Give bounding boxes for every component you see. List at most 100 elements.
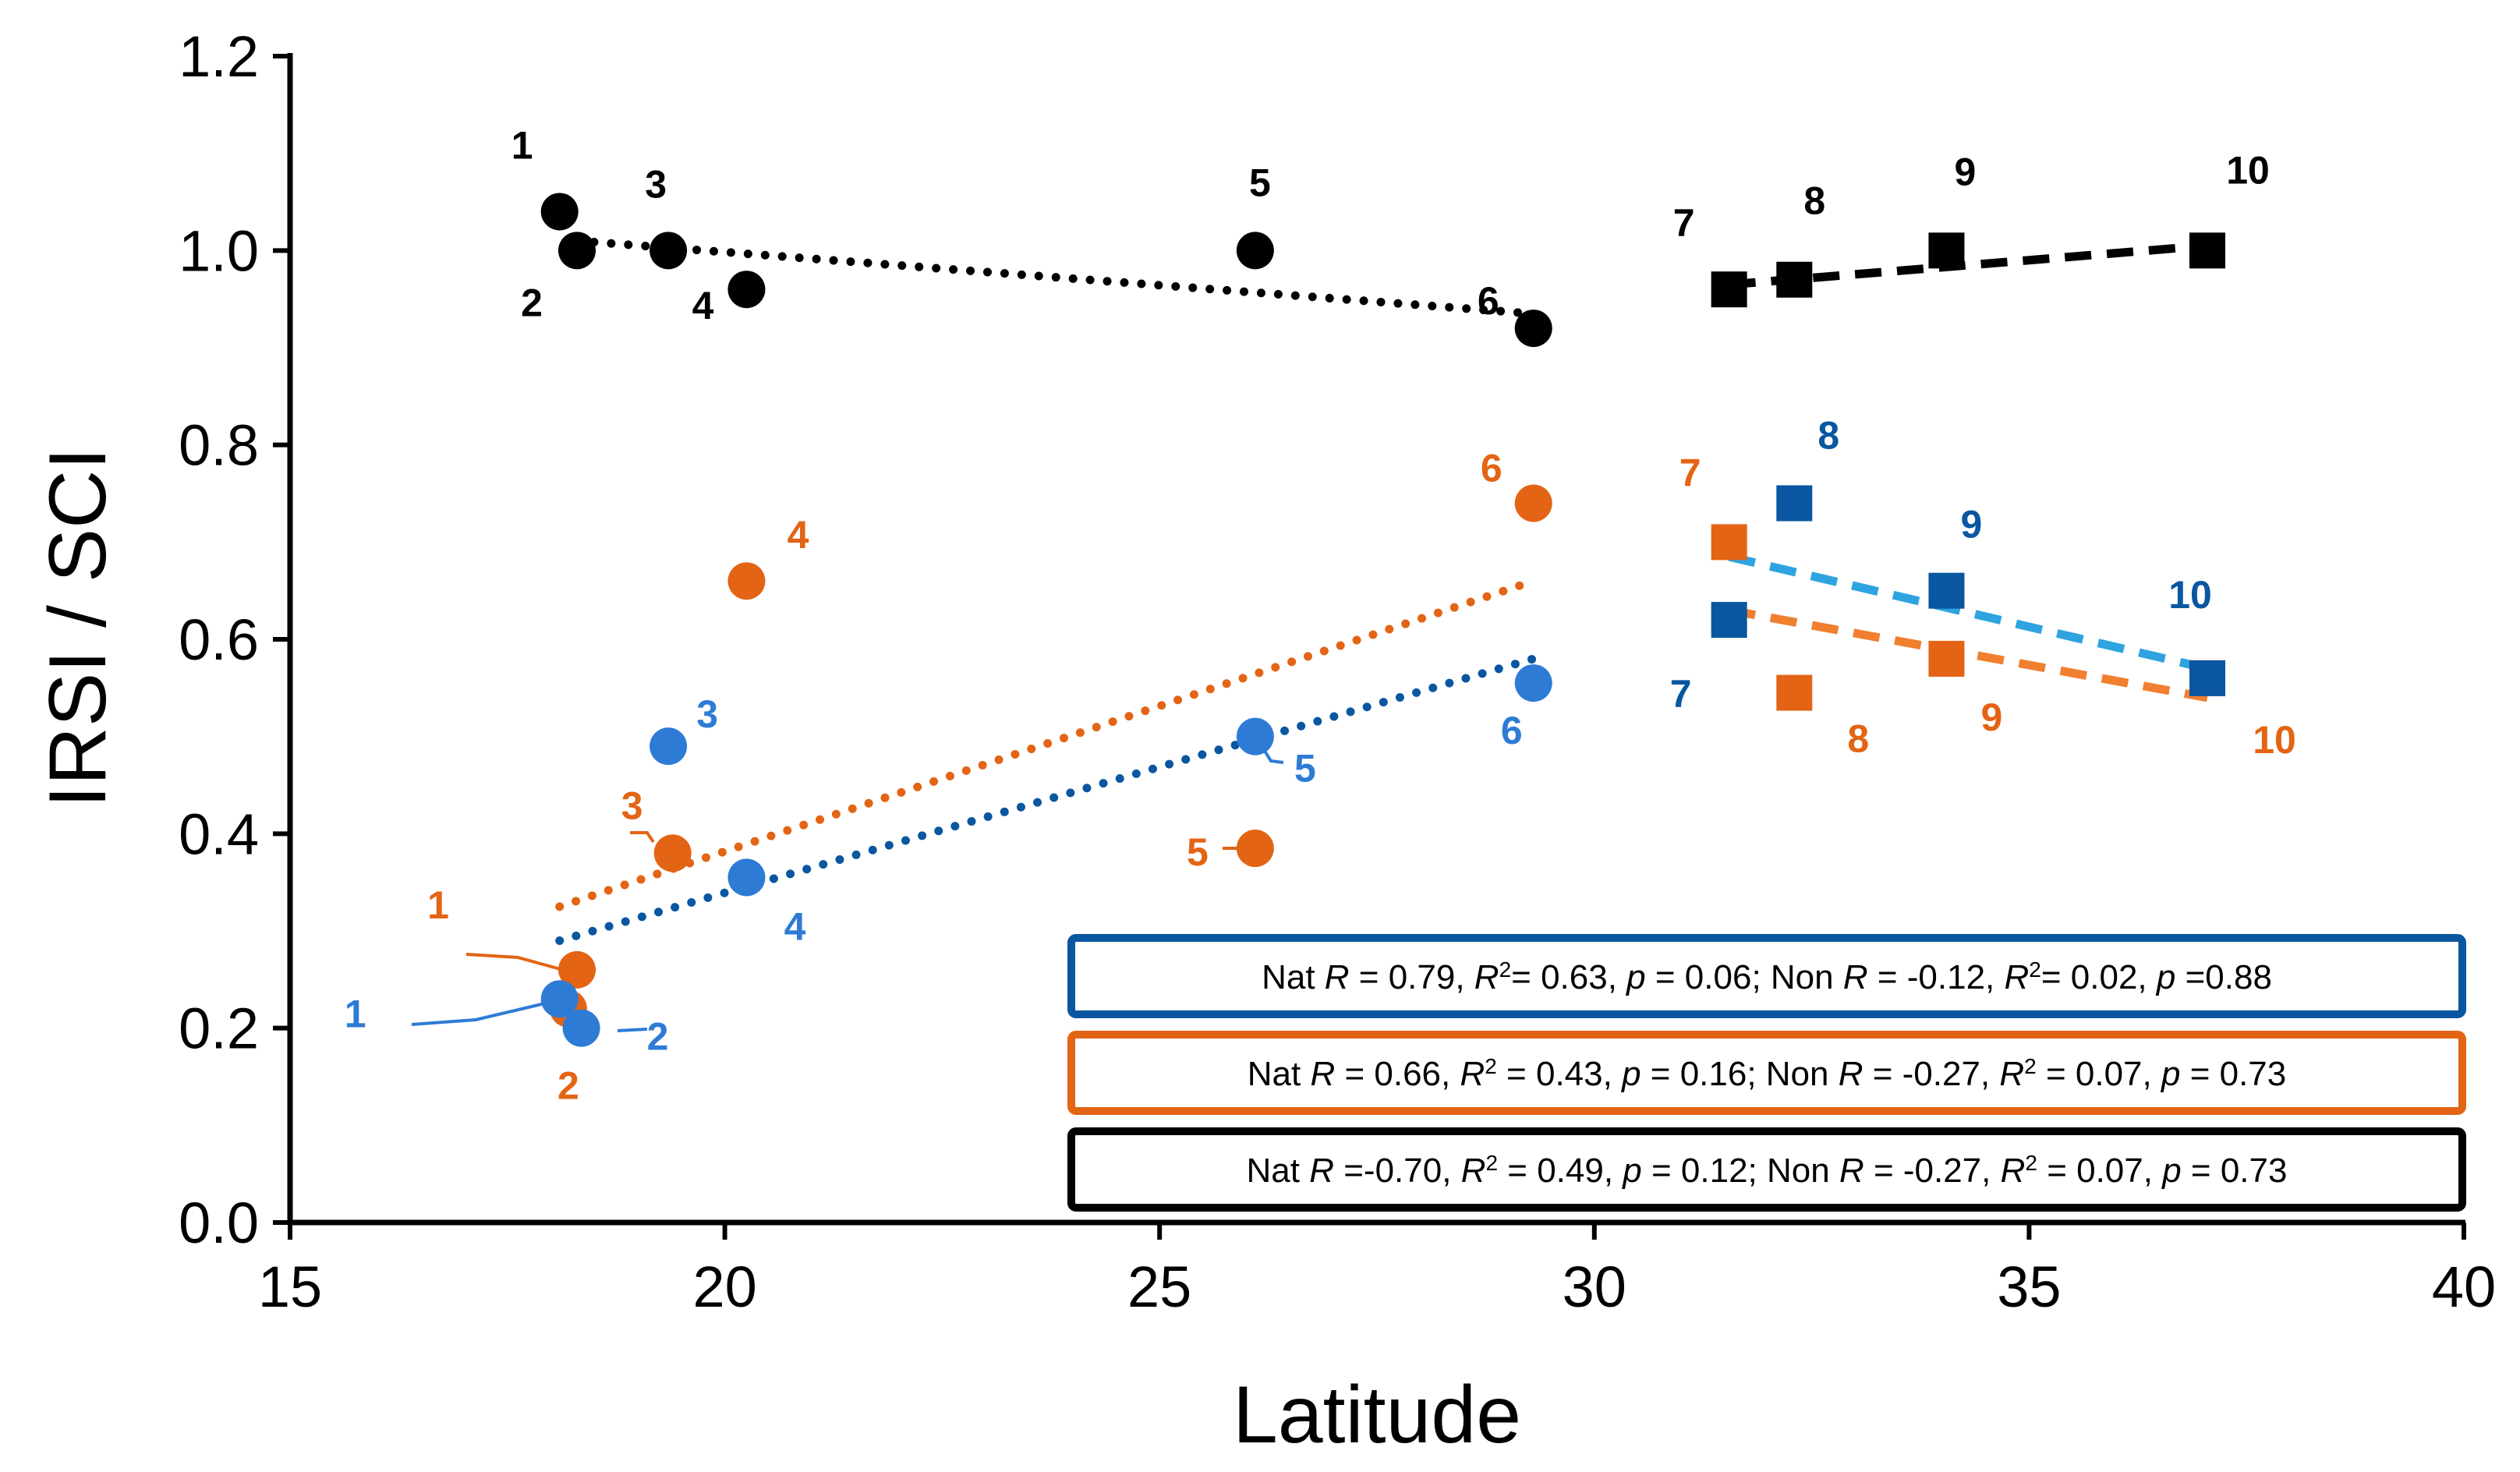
data-point xyxy=(1236,717,1274,755)
stat-text-part: = -0.27, xyxy=(1864,1152,2001,1190)
stat-text-part: 2 xyxy=(1499,957,1512,982)
data-point xyxy=(1928,640,1965,677)
x-tick-label: 40 xyxy=(2432,1254,2496,1319)
trendline-4 xyxy=(1728,552,2209,673)
stat-text-part: = 0.43, xyxy=(1497,1055,1622,1093)
data-point xyxy=(2189,660,2226,696)
y-tick-label: 0.6 xyxy=(179,607,259,672)
data-point xyxy=(1711,271,1747,308)
data-point xyxy=(562,1009,600,1047)
stat-text-part: = 0.63, xyxy=(1511,958,1626,996)
data-points xyxy=(540,193,2226,1047)
stat-text-part: = 0.12; Non xyxy=(1642,1152,1839,1190)
stat-text-part: = -0.12, xyxy=(1868,958,2005,996)
data-label: 10 xyxy=(2226,148,2270,192)
stat-text-part: = 0.73 xyxy=(2180,1055,2286,1093)
stat-text-part: 2 xyxy=(2024,1054,2037,1078)
stat-text-part: R xyxy=(1839,1152,1864,1190)
data-label: 7 xyxy=(1679,451,1701,494)
data-point xyxy=(558,950,596,989)
stat-text-part: R xyxy=(2005,958,2030,996)
stat-text-part: =0.88 xyxy=(2175,958,2272,996)
stat-box-2 xyxy=(1067,1127,2466,1212)
data-label: 8 xyxy=(1847,717,1869,761)
data-label: 10 xyxy=(2168,573,2212,617)
trendline-2 xyxy=(555,576,1538,911)
stat-text-part: R xyxy=(1325,958,1350,996)
stat-text-part: p xyxy=(2155,958,2175,996)
data-label: 2 xyxy=(521,281,543,324)
data-label: 4 xyxy=(692,284,714,327)
data-point xyxy=(649,232,688,270)
stat-boxes: Nat R = 0.79, R2= 0.63, p = 0.06; Non R … xyxy=(1067,934,2466,1212)
data-point xyxy=(649,727,688,766)
y-tick-label: 0.4 xyxy=(179,801,259,866)
stat-text-part: = 0.79, xyxy=(1350,958,1474,996)
stat-text-part: p xyxy=(1620,1055,1640,1093)
stat-text-part: R xyxy=(1310,1055,1335,1093)
data-point xyxy=(1711,602,1747,639)
data-label: 6 xyxy=(1501,709,1523,752)
data-point xyxy=(540,980,579,1018)
data-point xyxy=(1514,310,1552,348)
data-point xyxy=(1776,674,1813,711)
data-point xyxy=(540,193,579,231)
data-point xyxy=(1711,524,1747,561)
data-point xyxy=(558,232,596,270)
stat-text-part: = 0.16; Non xyxy=(1641,1055,1839,1093)
stat-text-part: 2 xyxy=(2029,957,2041,982)
stat-text-part: p xyxy=(1625,958,1645,996)
data-point xyxy=(1236,830,1274,868)
stat-text-part: 2 xyxy=(2025,1151,2037,1175)
data-label: 4 xyxy=(788,513,809,557)
stat-text-part: R xyxy=(1839,1055,1863,1093)
data-label: 9 xyxy=(1961,503,1983,547)
stat-text-part: R xyxy=(1460,1055,1485,1093)
data-label: 2 xyxy=(557,1064,579,1108)
trendline-5 xyxy=(1728,606,2209,702)
stat-text-part: p xyxy=(1621,1152,1641,1190)
data-label: 10 xyxy=(2253,718,2296,762)
leader-line xyxy=(411,998,562,1026)
stat-text-part: Nat xyxy=(1248,1055,1311,1093)
stat-text-part: R xyxy=(1843,958,1868,996)
data-label: 3 xyxy=(645,162,667,206)
stat-text-1: Nat R = 0.66, R2 = 0.43, p = 0.16; Non R… xyxy=(1248,1054,2287,1094)
data-label: 7 xyxy=(1670,672,1692,716)
data-label: 5 xyxy=(1294,747,1316,791)
stat-text-part: = 0.07, xyxy=(2037,1055,2161,1093)
trendline-1 xyxy=(1729,241,2208,289)
stat-text-part: 2 xyxy=(1485,1054,1497,1078)
data-label: 2 xyxy=(647,1015,669,1059)
stat-text-part: = 0.66, xyxy=(1335,1055,1460,1093)
leader-line xyxy=(630,831,655,844)
stat-text-part: = 0.06; Non xyxy=(1646,958,1843,996)
data-point xyxy=(1514,664,1552,702)
data-label: 7 xyxy=(1673,201,1695,245)
data-point xyxy=(1776,261,1813,298)
stat-text-part: = 0.02, xyxy=(2041,958,2157,996)
data-point xyxy=(1928,572,1965,609)
data-label: 5 xyxy=(1187,830,1209,874)
trendline-0 xyxy=(572,236,1538,318)
data-label: 6 xyxy=(1478,279,1499,323)
data-point xyxy=(1236,232,1274,270)
stat-text-part: Nat xyxy=(1247,1152,1310,1190)
stat-text-part: R xyxy=(1999,1055,2024,1093)
x-tick-label: 35 xyxy=(1997,1254,2061,1319)
data-label: 9 xyxy=(1981,695,2003,739)
data-label: 1 xyxy=(427,883,449,927)
y-tick-label: 1.2 xyxy=(179,24,259,89)
data-label: 4 xyxy=(784,904,806,948)
x-tick-label: 30 xyxy=(1563,1254,1626,1319)
x-tick-label: 20 xyxy=(692,1254,756,1319)
trendline-3 xyxy=(555,654,1538,945)
x-tick-label: 25 xyxy=(1127,1254,1191,1319)
y-tick-label: 1.0 xyxy=(179,218,259,283)
stat-text-part: =-0.70, xyxy=(1334,1152,1461,1190)
y-tick-label: 0.0 xyxy=(179,1191,259,1255)
stat-box-0 xyxy=(1067,934,2466,1018)
data-label: 1 xyxy=(345,992,366,1035)
stat-text-part: p xyxy=(2161,1152,2181,1190)
